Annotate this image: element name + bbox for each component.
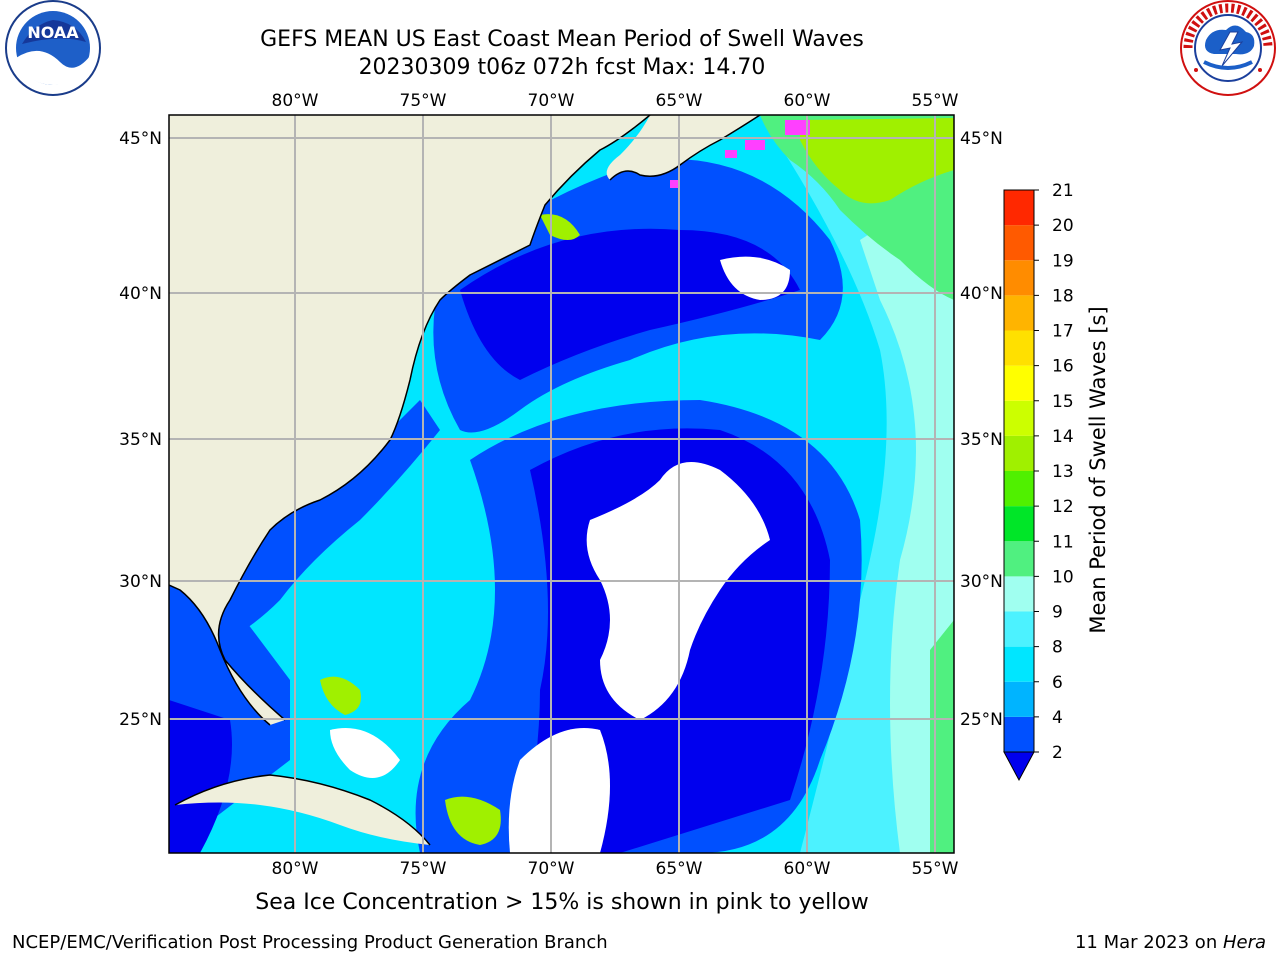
colorbar-segment (1004, 295, 1034, 331)
map-subtitle: 20230309 t06z 072h fcst Max: 14.70 (358, 55, 766, 80)
colorbar-segment (1004, 576, 1034, 612)
colorbar-tick-label: 18 (1052, 286, 1074, 306)
colorbar-tick-label: 17 (1052, 322, 1074, 342)
lat-label: 40°N (960, 284, 1003, 304)
colorbar: 2 4 6 8 9 10 11 12 13 14 15 16 17 18 19 20 21 (1003, 181, 1074, 782)
lat-label: 35°N (960, 430, 1003, 450)
footer-date: 11 Mar 2023 on Hera (1075, 932, 1266, 953)
map-field (169, 115, 954, 853)
lat-label: 35°N (119, 430, 162, 450)
colorbar-segment (1004, 611, 1034, 647)
colorbar-tick-label: 13 (1052, 462, 1074, 482)
footer-host: Hera (1222, 932, 1266, 953)
colorbar-tick-label: 20 (1052, 216, 1074, 236)
colorbar-label: Mean Period of Swell Waves [s] (1086, 306, 1110, 633)
lon-label: 60°W (784, 91, 831, 111)
colorbar-segment (1004, 681, 1034, 717)
colorbar-tick-label: 15 (1052, 392, 1074, 412)
colorbar-tick-label: 8 (1052, 638, 1063, 658)
colorbar-tick-label: 6 (1052, 673, 1063, 693)
lon-label: 55°W (912, 91, 959, 111)
lat-labels-left: 45°N 40°N 35°N 30°N 25°N (119, 129, 162, 730)
noaa-logo: NOAA (5, 0, 101, 96)
colorbar-segment (1004, 225, 1034, 261)
lat-label: 30°N (960, 572, 1003, 592)
lon-label: 55°W (912, 859, 959, 879)
colorbar-segment (1004, 365, 1034, 401)
lat-label: 30°N (119, 572, 162, 592)
lon-labels-top: 80°W 75°W 70°W 65°W 60°W 55°W (272, 91, 959, 111)
lon-label: 60°W (784, 859, 831, 879)
colorbar-extend-arrow (1003, 751, 1035, 782)
footer-date-text: 11 Mar 2023 on (1074, 932, 1223, 953)
colorbar-tick-label: 14 (1052, 427, 1074, 447)
lon-label: 65°W (656, 91, 703, 111)
colorbar-segment (1004, 506, 1034, 542)
lon-labels-bottom: 80°W 75°W 70°W 65°W 60°W 55°W (272, 859, 959, 879)
colorbar-tick-label: 9 (1052, 603, 1063, 623)
map-title: GEFS MEAN US East Coast Mean Period of S… (260, 27, 864, 52)
lon-label: 80°W (272, 859, 319, 879)
colorbar-segment (1004, 400, 1034, 436)
lon-label: 70°W (528, 859, 575, 879)
colorbar-tick-label: 10 (1052, 567, 1074, 587)
lon-label: 75°W (400, 859, 447, 879)
colorbar-tick-label: 19 (1052, 251, 1074, 271)
sea-ice-note: Sea Ice Concentration > 15% is shown in … (255, 890, 869, 915)
colorbar-segment (1004, 541, 1034, 577)
lat-labels-right: 45°N 40°N 35°N 30°N 25°N (960, 129, 1003, 730)
colorbar-tick-label: 2 (1052, 743, 1063, 763)
nws-logo (1180, 0, 1276, 96)
colorbar-segment (1004, 716, 1034, 752)
colorbar-tick-label: 4 (1052, 708, 1063, 728)
colorbar-segment (1004, 471, 1034, 507)
lat-label: 45°N (960, 129, 1003, 149)
colorbar-segment (1004, 190, 1034, 226)
colorbar-segment (1004, 646, 1034, 682)
lon-label: 70°W (528, 91, 575, 111)
noaa-logo-text: NOAA (27, 23, 79, 42)
colorbar-segment (1004, 260, 1034, 296)
lat-label: 25°N (960, 710, 1003, 730)
lon-label: 80°W (272, 91, 319, 111)
map-frame (168, 114, 955, 854)
colorbar-tick-label: 16 (1052, 357, 1074, 377)
lon-label: 65°W (656, 859, 703, 879)
colorbar-tick-label: 21 (1052, 181, 1074, 201)
colorbar-segment (1004, 435, 1034, 471)
lat-label: 25°N (119, 710, 162, 730)
lat-label: 45°N (119, 129, 162, 149)
lon-label: 75°W (400, 91, 447, 111)
footer-credit: NCEP/EMC/Verification Post Processing Pr… (12, 932, 608, 953)
colorbar-tick-label: 12 (1052, 497, 1074, 517)
colorbar-tick-label: 11 (1052, 532, 1074, 552)
colorbar-segment (1004, 330, 1034, 366)
lat-label: 40°N (119, 284, 162, 304)
